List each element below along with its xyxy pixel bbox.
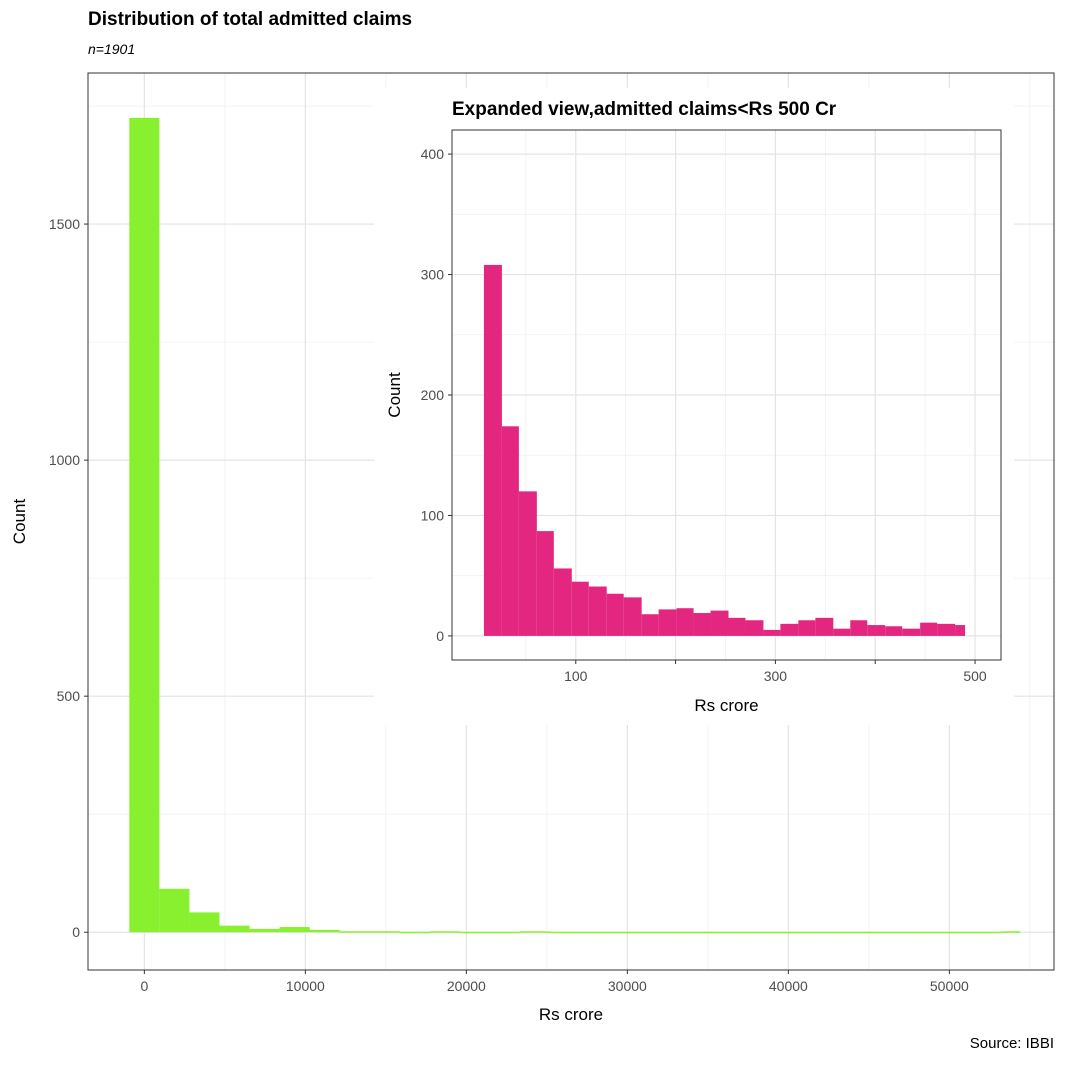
inset-bar xyxy=(623,597,642,636)
main-bar xyxy=(369,931,400,933)
main-bar xyxy=(790,931,821,934)
inset-bar xyxy=(693,613,711,636)
main-y-tick-label: 1500 xyxy=(49,216,80,232)
main-bar xyxy=(249,928,280,933)
inset-y-tick-label: 400 xyxy=(421,146,445,162)
main-bar xyxy=(760,931,791,934)
y-axis-title: Count xyxy=(10,499,29,545)
main-bar xyxy=(670,931,701,934)
inset-y-tick-label: 200 xyxy=(421,387,445,403)
inset-bar xyxy=(867,625,886,636)
inset-bar xyxy=(833,628,851,636)
inset-bar xyxy=(728,617,746,636)
inset-chart: 100 300 500 0 100 200 300 400 Expanded view,adm… xyxy=(374,88,1014,725)
main-bar xyxy=(910,931,941,934)
main-bar xyxy=(429,931,460,933)
x-axis-title: Rs crore xyxy=(539,1005,603,1024)
main-bar xyxy=(189,912,220,933)
inset-bar xyxy=(763,629,781,636)
inset-bar xyxy=(501,426,519,636)
inset-bar xyxy=(553,568,572,636)
main-bar xyxy=(580,931,611,934)
main-bar xyxy=(129,117,160,933)
main-y-tick-label: 1000 xyxy=(49,452,80,468)
main-bar xyxy=(610,931,641,934)
inset-bar xyxy=(536,531,554,636)
inset-bar xyxy=(483,264,502,636)
inset-y-axis-title: Count xyxy=(385,372,404,418)
inset-bar xyxy=(780,623,799,636)
inset-y-tick-label: 100 xyxy=(421,507,445,523)
inset-x-tick-label: 100 xyxy=(564,668,588,684)
main-bar xyxy=(339,931,370,933)
inset-bar xyxy=(902,628,921,636)
inset-y-tick-label: 300 xyxy=(421,267,445,283)
main-y-tick-label: 0 xyxy=(72,924,80,940)
main-bar xyxy=(459,931,490,934)
main-bar xyxy=(940,931,971,934)
inset-x-tick-label: 300 xyxy=(764,668,788,684)
main-bar xyxy=(399,931,430,934)
main-bar xyxy=(1000,931,1021,933)
chart-title: Distribution of total admitted claims xyxy=(88,9,413,30)
main-bar xyxy=(970,931,1001,934)
chart-subtitle: n=1901 xyxy=(88,41,136,57)
main-bar xyxy=(159,888,190,933)
main-x-tick-label: 30000 xyxy=(608,978,647,994)
main-bar xyxy=(489,931,521,934)
main-bar xyxy=(730,931,761,934)
main-bar xyxy=(309,929,340,933)
main-bar xyxy=(700,931,731,934)
inset-bar xyxy=(955,625,966,636)
inset-bar xyxy=(885,626,903,636)
inset-bar xyxy=(920,622,938,636)
inset-bar xyxy=(518,491,537,636)
inset-bar xyxy=(588,586,607,636)
inset-bar xyxy=(676,608,694,636)
main-bar xyxy=(520,931,551,933)
inset-y-tick-label: 0 xyxy=(436,628,444,644)
main-x-tick-label: 10000 xyxy=(286,978,325,994)
inset-bar xyxy=(571,581,589,636)
inset-bar xyxy=(815,617,834,636)
main-y-tick-label: 500 xyxy=(57,688,81,704)
inset-title: Expanded view,admitted claims<Rs 500 Cr xyxy=(452,99,837,120)
main-x-tick-label: 50000 xyxy=(930,978,969,994)
inset-x-axis-title: Rs crore xyxy=(694,696,758,715)
main-bar xyxy=(279,927,310,933)
inset-bar xyxy=(606,593,624,636)
main-panel-border xyxy=(87,72,1055,971)
main-x-tick-label: 20000 xyxy=(447,978,486,994)
inset-bar xyxy=(710,610,729,636)
inset-bar xyxy=(798,620,816,636)
inset-bar xyxy=(745,620,764,636)
inset-bar xyxy=(641,614,659,636)
main-x-tick-label: 40000 xyxy=(769,978,808,994)
main-bar xyxy=(820,931,851,934)
main-x-tick-label: 0 xyxy=(140,978,148,994)
inset-bar xyxy=(850,620,868,636)
main-bar xyxy=(850,931,881,934)
main-bar xyxy=(880,931,911,934)
main-bar xyxy=(640,931,671,934)
main-bar xyxy=(219,925,250,933)
source-caption: Source: IBBI xyxy=(969,1035,1054,1052)
inset-bar xyxy=(658,609,677,636)
inset-bar xyxy=(937,623,956,636)
inset-x-tick-label: 500 xyxy=(963,668,987,684)
main-bar xyxy=(550,931,581,934)
